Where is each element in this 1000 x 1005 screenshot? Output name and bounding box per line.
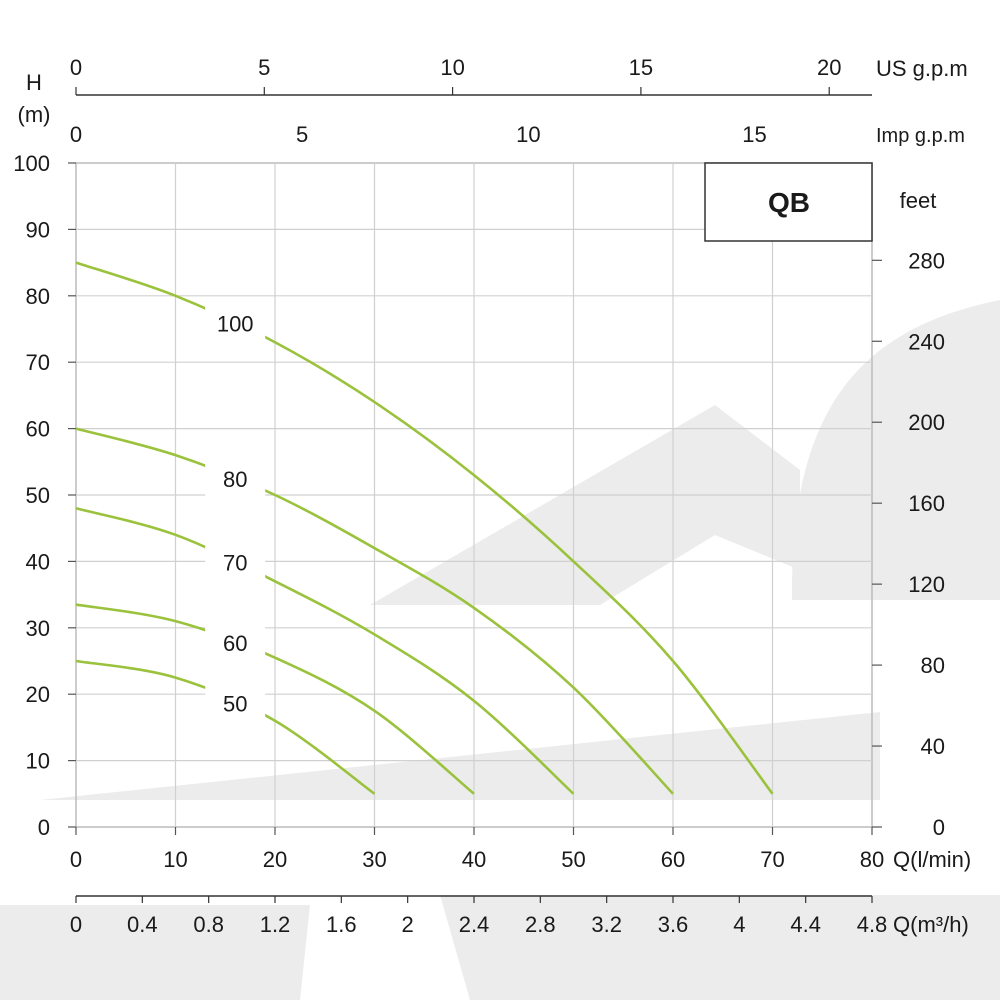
x-tick-label: 0 <box>70 847 82 872</box>
series-label-bg <box>205 306 266 341</box>
y-tick-label: 90 <box>26 217 50 242</box>
watermark-shape <box>440 895 1000 1000</box>
y-tick-label: 100 <box>13 151 50 176</box>
x-tick-label: 30 <box>362 847 386 872</box>
x-axis-label: Q(l/min) <box>893 847 971 872</box>
y-tick-label: 20 <box>26 682 50 707</box>
series-label-80: 80 <box>223 467 247 492</box>
feet-tick-label: 280 <box>908 248 945 273</box>
series-label-50: 50 <box>223 691 247 716</box>
series-label-bg <box>205 626 266 661</box>
series-label-bg <box>205 545 266 580</box>
title-box <box>704 162 873 242</box>
x-tick-label: 50 <box>561 847 585 872</box>
y-tick-label: 80 <box>26 284 50 309</box>
us-gpm-tick-label: 15 <box>629 55 653 80</box>
us-gpm-tick-label: 5 <box>258 55 270 80</box>
series-line-70 <box>75 507 575 795</box>
m3h-tick-label: 2.8 <box>525 912 556 937</box>
m3h-axis-label: Q(m³/h) <box>893 912 969 937</box>
m3h-tick-label: 2.4 <box>459 912 490 937</box>
series-label-100: 100 <box>217 312 254 337</box>
feet-tick-label: 240 <box>908 329 945 354</box>
m3h-tick-label: 0.8 <box>193 912 224 937</box>
y-tick-label: 50 <box>26 483 50 508</box>
feet-tick-label: 120 <box>908 572 945 597</box>
series-line-100 <box>75 261 774 795</box>
m3h-tick-label: 3.2 <box>591 912 622 937</box>
y-tick-label: 10 <box>26 749 50 774</box>
watermark-shape <box>791 300 1000 600</box>
x-tick-label: 20 <box>263 847 287 872</box>
series-line-80 <box>75 427 674 795</box>
us-gpm-axis-label: US g.p.m <box>876 56 968 81</box>
y-tick-label: 0 <box>38 815 50 840</box>
watermark-shape <box>40 712 880 800</box>
imp-gpm-axis-label: Imp g.p.m <box>876 125 965 147</box>
m3h-tick-label: 3.6 <box>658 912 689 937</box>
series-label-bg <box>205 462 266 497</box>
feet-tick-label: 80 <box>921 653 945 678</box>
feet-tick-label: 40 <box>921 734 945 759</box>
m3h-tick-label: 1.6 <box>326 912 357 937</box>
x-tick-label: 10 <box>163 847 187 872</box>
imp-gpm-tick-label: 15 <box>742 122 766 147</box>
series-label-70: 70 <box>223 551 247 576</box>
imp-gpm-tick-label: 0 <box>70 122 82 147</box>
y-axis-label: H <box>26 70 42 95</box>
m3h-tick-label: 4.4 <box>790 912 821 937</box>
chart-title: QB <box>768 187 810 218</box>
watermark-shape <box>0 905 310 1000</box>
series-line-60 <box>75 603 475 795</box>
imp-gpm-tick-label: 5 <box>296 122 308 147</box>
feet-tick-label: 200 <box>908 410 945 435</box>
m3h-tick-label: 2 <box>402 912 414 937</box>
imp-gpm-tick-label: 10 <box>516 122 540 147</box>
us-gpm-tick-label: 10 <box>440 55 464 80</box>
m3h-tick-label: 4.8 <box>857 912 888 937</box>
feet-tick-label: 160 <box>908 491 945 516</box>
m3h-tick-label: 0 <box>70 912 82 937</box>
m3h-tick-label: 4 <box>733 912 745 937</box>
watermark-shape <box>370 405 800 605</box>
series-label-bg <box>205 686 266 721</box>
m3h-tick-label: 0.4 <box>127 912 158 937</box>
x-tick-label: 60 <box>661 847 685 872</box>
us-gpm-tick-label: 0 <box>70 55 82 80</box>
feet-axis-label: feet <box>900 188 937 213</box>
us-gpm-tick-label: 20 <box>817 55 841 80</box>
y-tick-label: 30 <box>26 616 50 641</box>
x-tick-label: 70 <box>760 847 784 872</box>
x-tick-label: 80 <box>860 847 884 872</box>
y-tick-label: 60 <box>26 417 50 442</box>
y-tick-label: 70 <box>26 350 50 375</box>
y-tick-label: 40 <box>26 549 50 574</box>
feet-tick-label: 0 <box>933 815 945 840</box>
m3h-tick-label: 1.2 <box>260 912 291 937</box>
y-axis-unit-label: (m) <box>18 102 51 127</box>
background-watermark <box>0 300 1000 1000</box>
x-tick-label: 40 <box>462 847 486 872</box>
series-label-60: 60 <box>223 631 247 656</box>
